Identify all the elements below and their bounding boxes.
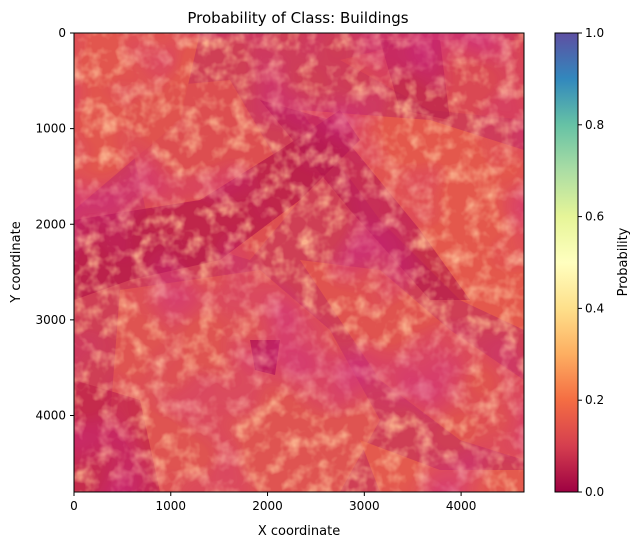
y-axis: 0 1000 2000 3000 4000: [35, 26, 74, 423]
colorbar-tick-label: 0.8: [585, 118, 604, 132]
x-tick-label: 0: [70, 499, 78, 513]
x-tick-label: 3000: [349, 499, 380, 513]
y-tick-label: 4000: [35, 409, 66, 423]
x-axis-label: X coordinate: [258, 524, 340, 539]
x-tick-label: 1000: [156, 499, 187, 513]
colorbar-axis: 0.0 0.2 0.4 0.6 0.8 1.0: [578, 26, 604, 499]
y-tick-label: 0: [58, 26, 66, 40]
colorbar-tick-label: 0.2: [585, 393, 604, 407]
colorbar-label: Probability: [616, 227, 631, 296]
y-tick-label: 3000: [35, 313, 66, 327]
y-axis-label: Y coordinate: [9, 221, 24, 303]
y-tick-label: 1000: [35, 122, 66, 136]
y-tick-label: 2000: [35, 217, 66, 231]
x-tick-label: 4000: [446, 499, 477, 513]
colorbar-tick-label: 1.0: [585, 26, 604, 40]
colorbar-tick-label: 0.6: [585, 210, 604, 224]
x-axis: 0 1000 2000 3000 4000: [70, 492, 476, 513]
chart-title: Probability of Class: Buildings: [187, 9, 408, 27]
plot-frame: [73, 32, 525, 493]
x-tick-label: 2000: [252, 499, 283, 513]
colorbar-tick-label: 0.0: [585, 485, 604, 499]
colorbar-tick-label: 0.4: [585, 301, 604, 315]
colorbar: [554, 32, 579, 493]
heatmap-image: [74, 33, 524, 492]
